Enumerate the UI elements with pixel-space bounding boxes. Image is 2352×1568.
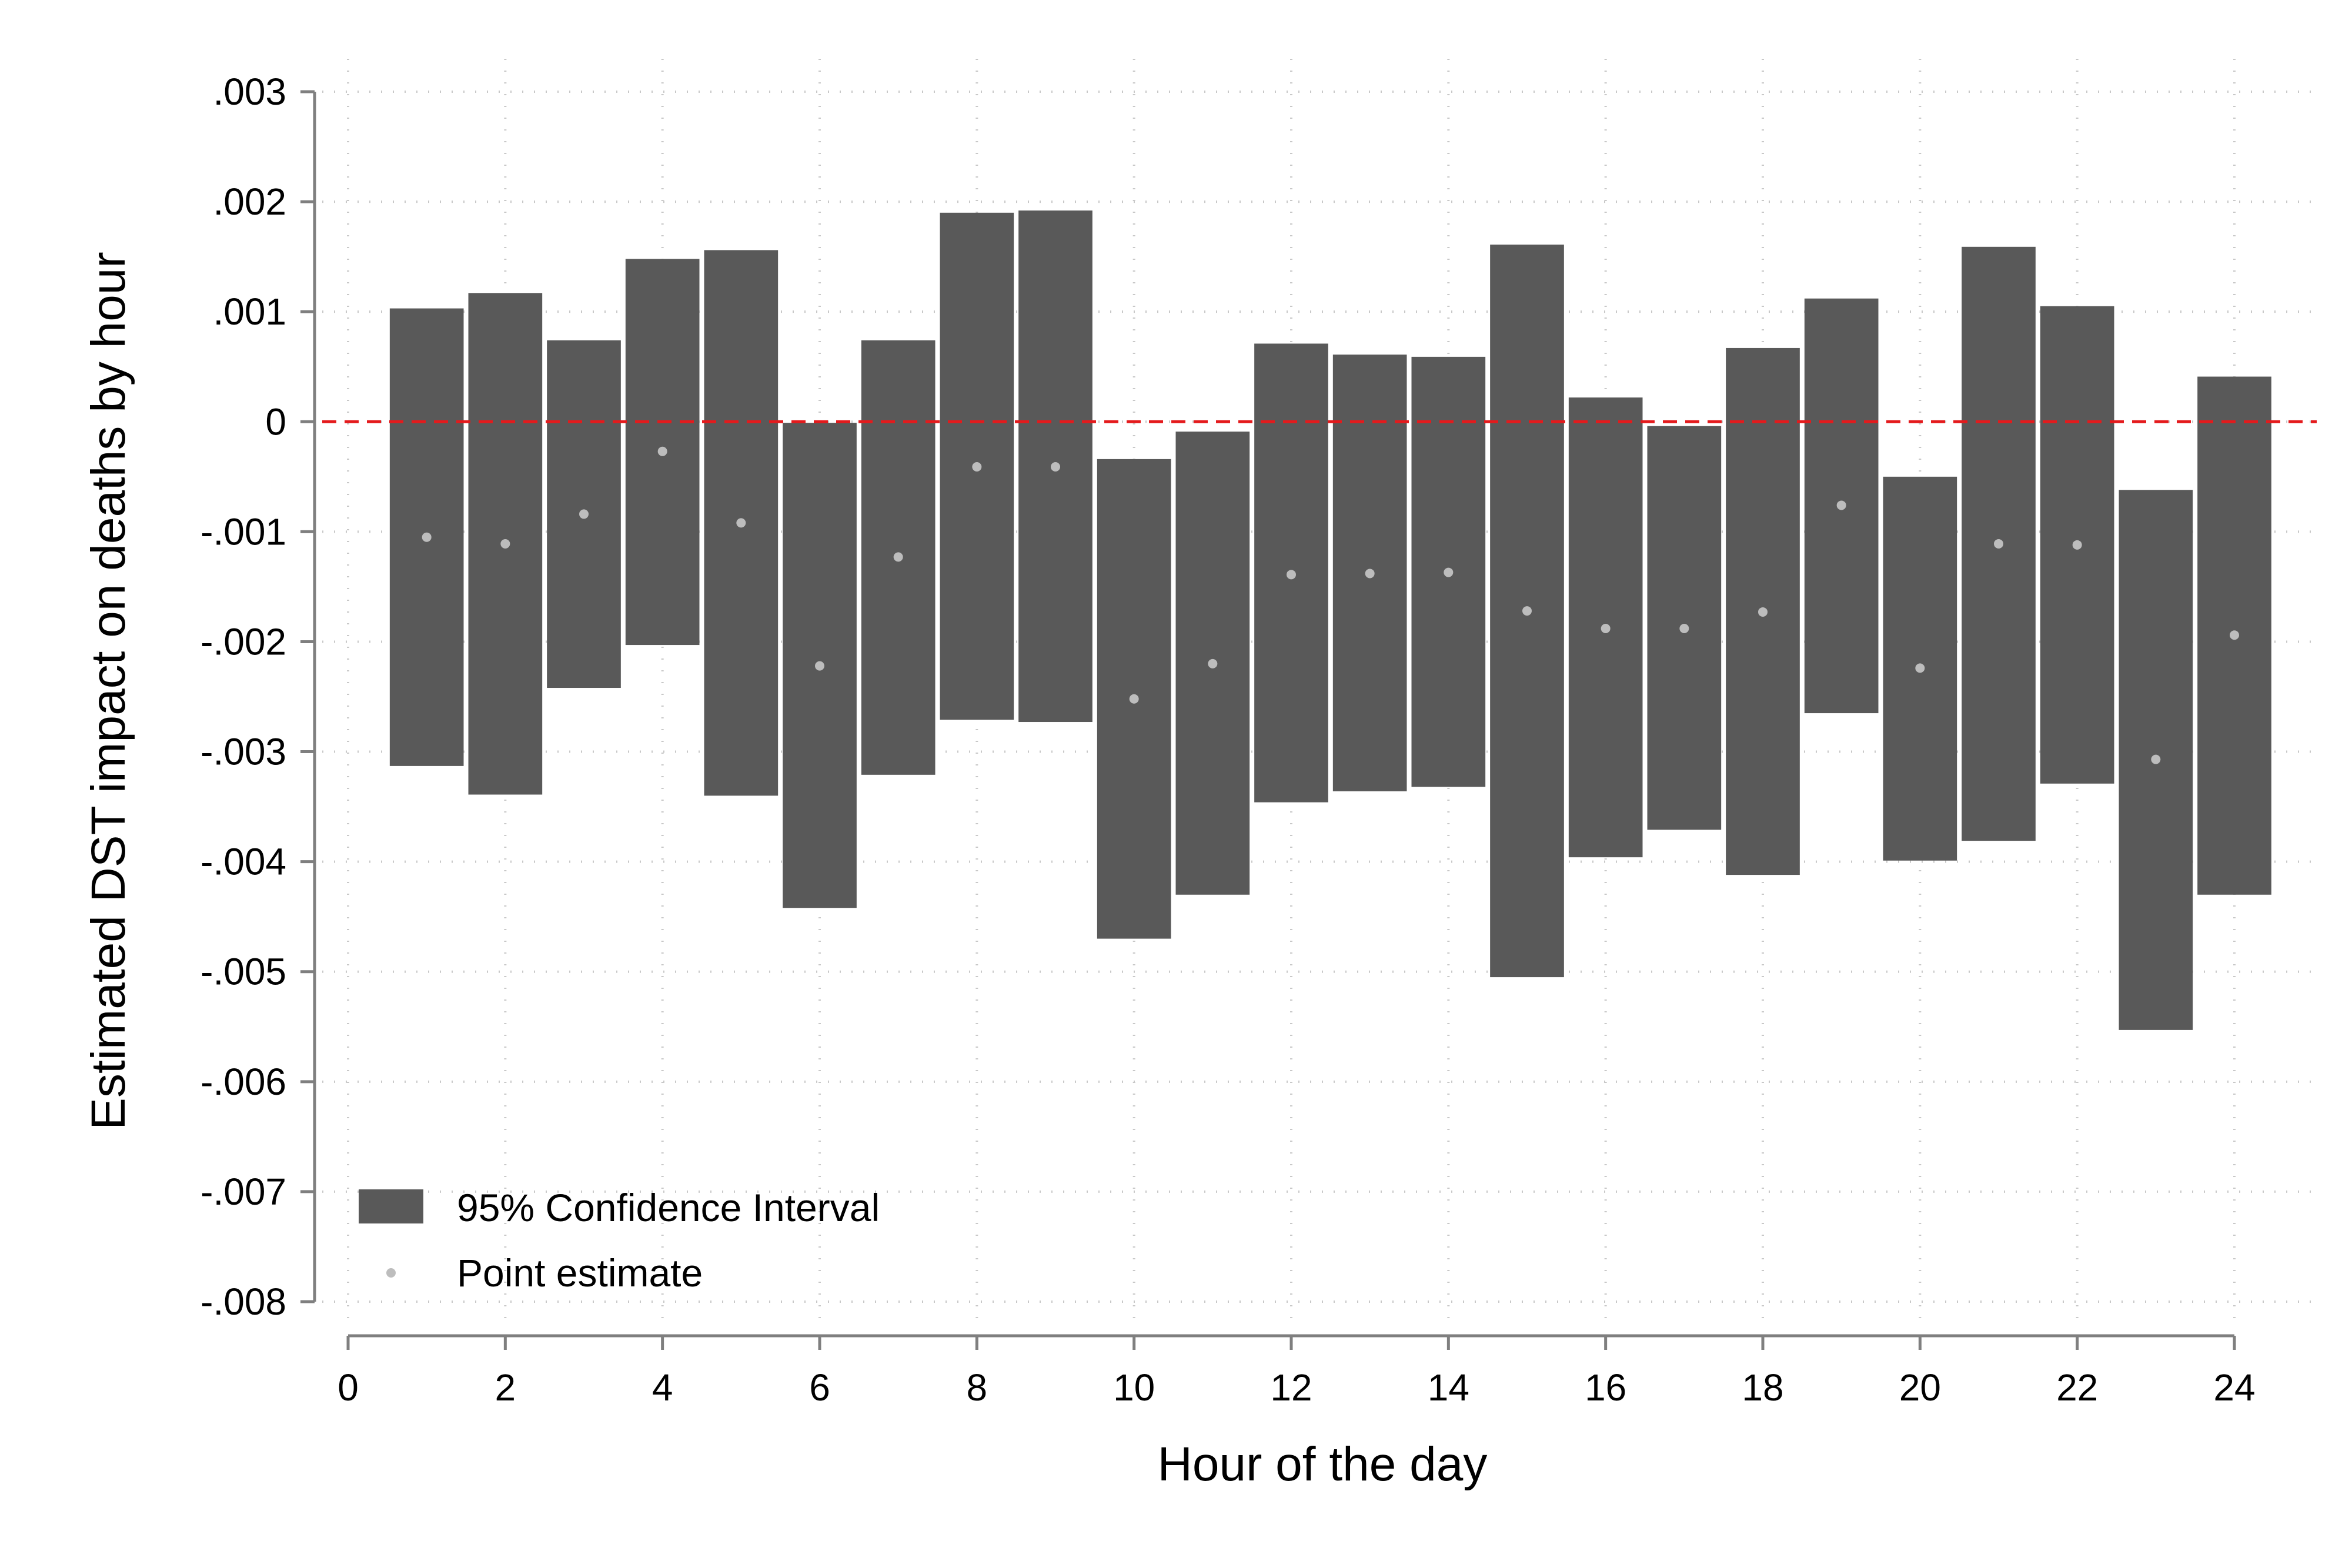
point-estimate-marker <box>1051 462 1060 472</box>
point-estimate-marker <box>1758 607 1768 617</box>
x-tick-label: 12 <box>1270 1366 1312 1409</box>
x-tick-label: 0 <box>338 1366 359 1409</box>
point-estimate-marker <box>736 518 746 528</box>
axes: .003 .002 .001 0 -.001 -.002 -.003 -.004 -.005 -.… <box>201 71 2255 1409</box>
legend-swatch-confidence-interval <box>359 1189 423 1223</box>
confidence-interval-bars <box>389 210 2271 1030</box>
point-estimate-marker <box>1129 694 1139 704</box>
x-tick-label: 22 <box>2056 1366 2098 1409</box>
point-estimate-marker <box>657 446 667 456</box>
point-estimate-marker <box>1915 663 1925 673</box>
x-tick-label: 4 <box>652 1366 673 1409</box>
x-tick-label: 18 <box>1742 1366 1783 1409</box>
x-tick-label: 20 <box>1899 1366 1941 1409</box>
x-tick-label: 10 <box>1113 1366 1155 1409</box>
point-estimate-marker <box>2072 540 2082 550</box>
point-estimate-marker <box>1679 624 1689 634</box>
point-estimate-marker <box>893 552 903 562</box>
legend-marker-point-estimate <box>386 1268 396 1278</box>
point-estimate-marker <box>1994 539 2003 549</box>
y-tick-label: -.006 <box>201 1061 286 1103</box>
y-tick-label: -.003 <box>201 731 286 773</box>
point-estimate-marker <box>422 532 432 542</box>
point-estimate-marker <box>500 539 510 549</box>
x-tick-label: 24 <box>2213 1366 2255 1409</box>
y-axis-title: Estimated DST impact on deaths by hour <box>82 252 135 1129</box>
legend-label-point-estimate: Point estimate <box>457 1251 703 1295</box>
y-tick-label: -.004 <box>201 841 286 883</box>
y-tick-label: .003 <box>213 71 286 113</box>
y-tick-label: -.007 <box>201 1171 286 1213</box>
point-estimate-marker <box>1287 570 1296 580</box>
point-estimate-marker <box>1522 606 1532 616</box>
point-estimate-marker <box>1444 567 1454 577</box>
y-tick-label: -.005 <box>201 951 286 993</box>
y-tick-label: -.002 <box>201 620 286 663</box>
point-estimate-marker <box>1365 569 1375 579</box>
x-tick-label: 8 <box>967 1366 988 1409</box>
point-estimate-marker <box>815 661 824 671</box>
point-estimate-marker <box>2230 630 2239 640</box>
y-tick-label: .002 <box>213 180 286 223</box>
y-tick-label: -.001 <box>201 510 286 553</box>
legend-label-confidence-interval: 95% Confidence Interval <box>457 1186 880 1229</box>
y-tick-label: .001 <box>213 290 286 333</box>
x-tick-label: 6 <box>809 1366 830 1409</box>
x-axis-title: Hour of the day <box>1158 1437 1488 1491</box>
point-estimates <box>422 446 2239 764</box>
x-tick-label: 14 <box>1428 1366 1469 1409</box>
point-estimate-marker <box>579 509 589 519</box>
y-tick-label: 0 <box>265 400 286 443</box>
x-tick-label: 16 <box>1585 1366 1626 1409</box>
point-estimate-marker <box>2151 754 2161 764</box>
point-estimate-marker <box>972 462 982 472</box>
y-tick-label: -.008 <box>201 1281 286 1323</box>
point-estimate-marker <box>1836 500 1846 510</box>
point-estimate-marker <box>1601 624 1611 634</box>
legend: 95% Confidence Interval Point estimate <box>359 1186 880 1295</box>
point-estimate-marker <box>1208 658 1218 668</box>
x-tick-label: 2 <box>495 1366 516 1409</box>
